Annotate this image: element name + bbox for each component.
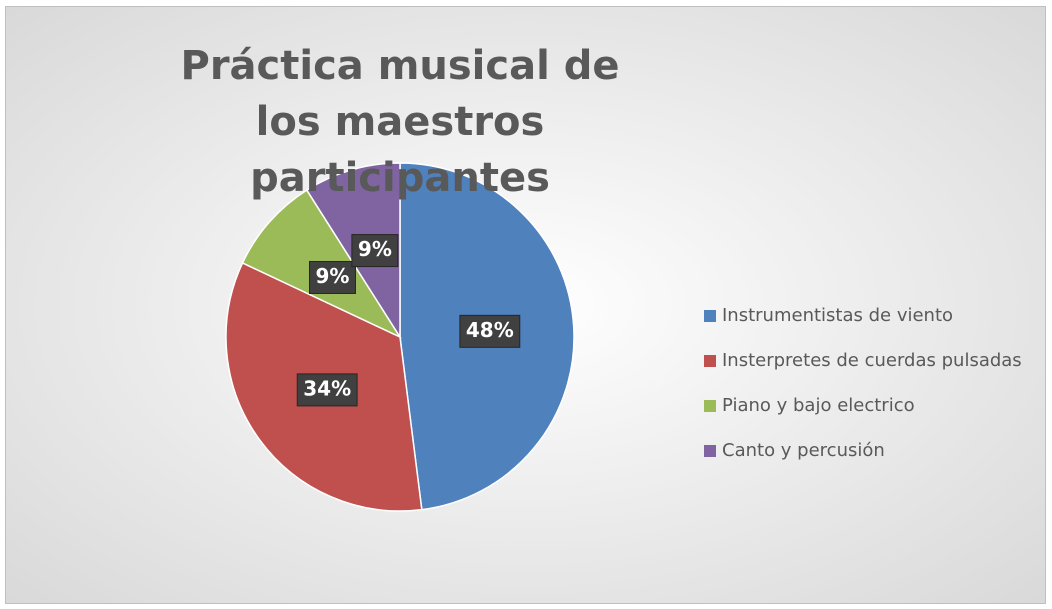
data-label-box: [296, 373, 358, 407]
legend-label: Instrumentistas de viento: [722, 305, 953, 326]
data-label: 9%: [316, 264, 350, 288]
legend-label: Piano y bajo electrico: [722, 395, 915, 416]
legend-swatch: [704, 400, 716, 412]
data-label-box: [351, 234, 399, 268]
legend-swatch: [704, 355, 716, 367]
legend-swatch: [704, 310, 716, 322]
data-label: 9%: [358, 237, 392, 261]
chart-title: Práctica musical de los maestros partici…: [180, 43, 620, 201]
data-label-box: [309, 260, 356, 294]
legend-swatch: [704, 445, 716, 457]
data-label: 34%: [303, 376, 351, 400]
legend-label: Insterpretes de cuerdas pulsadas: [722, 350, 1022, 371]
data-label-box: [459, 314, 521, 348]
data-label: 48%: [466, 318, 514, 342]
legend-label: Canto y percusión: [722, 440, 885, 461]
